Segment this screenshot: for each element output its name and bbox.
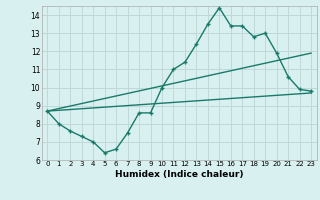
X-axis label: Humidex (Indice chaleur): Humidex (Indice chaleur) bbox=[115, 170, 244, 179]
